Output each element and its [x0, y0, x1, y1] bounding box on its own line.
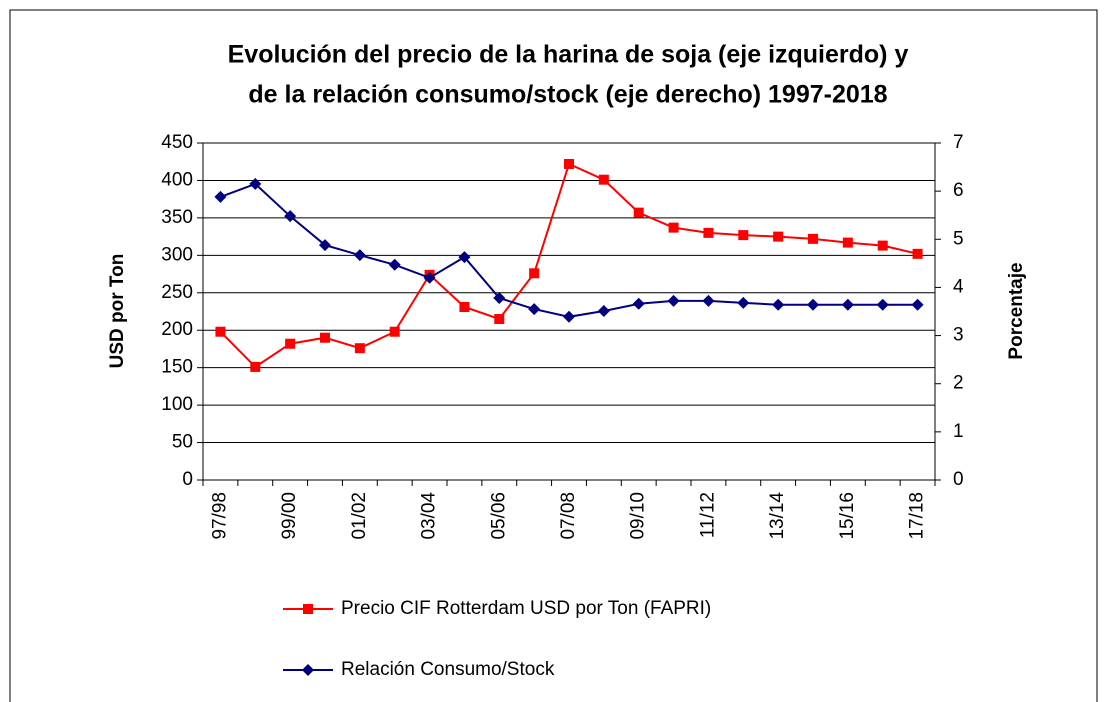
marker — [703, 227, 714, 238]
marker — [285, 338, 296, 349]
x-tick-label: 97/98 — [209, 492, 230, 540]
y2-tick-label: 5 — [953, 228, 964, 249]
marker — [354, 343, 365, 354]
marker — [214, 190, 227, 203]
x-tick-label: 01/02 — [349, 492, 370, 540]
marker — [667, 294, 680, 307]
marker — [284, 210, 297, 223]
y2-tick-label: 1 — [953, 421, 964, 442]
marker — [632, 297, 645, 310]
marker — [738, 230, 749, 241]
legend-label: Relación Consumo/Stock — [341, 659, 555, 680]
marker — [302, 664, 314, 676]
marker — [458, 251, 471, 264]
marker — [911, 298, 924, 311]
marker — [877, 240, 888, 251]
x-tick-label: 09/10 — [628, 492, 649, 540]
y2-tick-label: 3 — [953, 325, 964, 346]
marker — [597, 305, 610, 318]
marker — [808, 233, 818, 244]
marker — [493, 292, 506, 305]
chart-subtitle: de la relación consumo/stock (eje derech… — [248, 81, 887, 109]
marker — [459, 302, 470, 313]
y-tick-label: 400 — [161, 169, 193, 190]
x-tick-label: 15/16 — [837, 492, 858, 540]
marker — [494, 313, 505, 324]
marker — [912, 248, 923, 259]
y2-axis-title: Porcentaje — [1006, 262, 1027, 359]
marker — [250, 361, 261, 372]
marker — [702, 294, 715, 307]
marker — [529, 268, 540, 279]
x-tick-label: 99/00 — [279, 492, 300, 540]
legend-label: Precio CIF Rotterdam USD por Ton (FAPRI) — [341, 598, 711, 619]
y2-tick-label: 0 — [953, 469, 964, 490]
marker — [598, 174, 609, 185]
y2-tick-label: 6 — [953, 180, 964, 201]
y2-tick-label: 4 — [953, 276, 964, 297]
marker — [528, 303, 541, 316]
marker — [876, 298, 889, 311]
y-tick-label: 150 — [161, 357, 193, 378]
chart-border — [9, 9, 1098, 702]
y-axis-title: USD por Ton — [107, 254, 128, 369]
marker — [388, 258, 401, 271]
marker — [841, 298, 854, 311]
marker — [319, 239, 331, 252]
y2-tick-label: 2 — [953, 373, 964, 394]
x-tick-label: 03/04 — [419, 492, 440, 540]
marker — [737, 296, 750, 309]
y-tick-label: 300 — [161, 244, 193, 265]
y-tick-label: 250 — [161, 282, 193, 303]
x-tick-label: 05/06 — [488, 492, 509, 540]
y-tick-label: 450 — [161, 132, 193, 153]
marker — [563, 310, 575, 323]
marker — [303, 604, 313, 614]
marker — [423, 271, 436, 284]
marker — [215, 326, 226, 337]
y-tick-label: 0 — [182, 469, 193, 490]
marker — [564, 158, 574, 169]
marker — [633, 207, 644, 218]
chart-title: Evolución del precio de la harina de soj… — [228, 41, 909, 69]
x-tick-label: 17/18 — [907, 492, 928, 540]
y-tick-label: 50 — [172, 432, 193, 453]
marker — [353, 249, 366, 262]
y2-tick-label: 7 — [953, 132, 964, 153]
y-tick-label: 200 — [161, 319, 193, 340]
marker — [389, 326, 400, 337]
marker — [668, 222, 679, 233]
x-tick-label: 07/08 — [558, 492, 579, 540]
y-tick-label: 350 — [161, 207, 193, 228]
marker — [249, 177, 262, 190]
marker — [773, 231, 784, 242]
marker — [842, 237, 853, 248]
x-tick-label: 13/14 — [767, 492, 788, 540]
x-tick-label: 11/12 — [697, 492, 718, 538]
marker — [772, 298, 785, 311]
marker — [807, 298, 819, 311]
y-tick-label: 100 — [161, 394, 193, 415]
marker — [320, 332, 330, 343]
